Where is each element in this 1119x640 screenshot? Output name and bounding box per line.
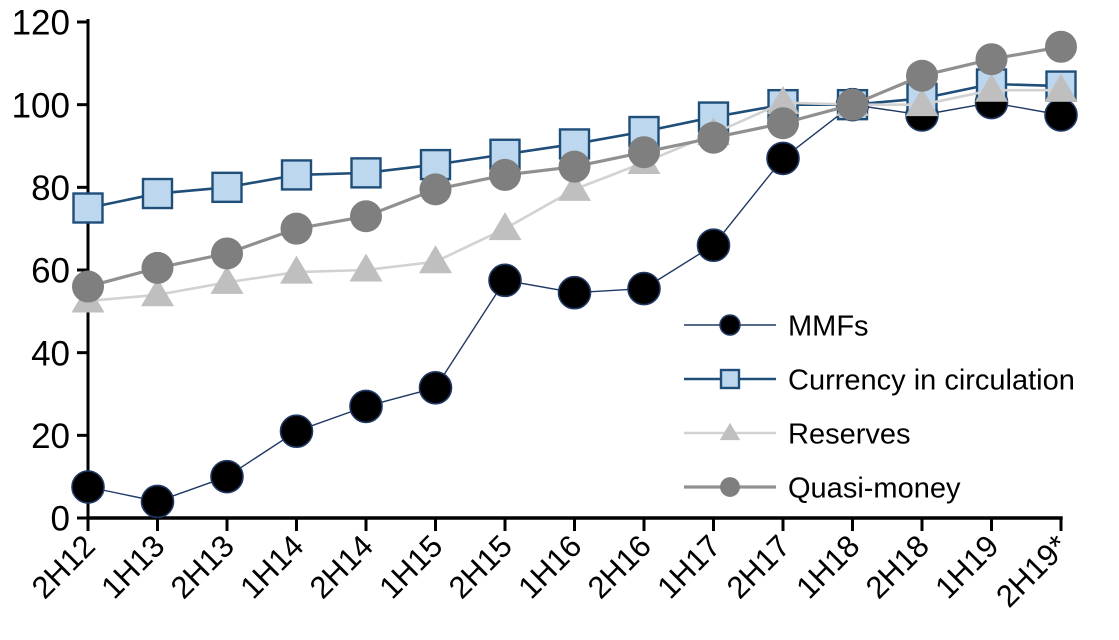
x-axis: 2H121H132H131H142H141H152H151H162H161H17… xyxy=(25,516,1075,614)
marker-reserves-point xyxy=(766,86,800,115)
marker-quasi-money-point xyxy=(211,237,243,270)
y-axis-tick-label: 0 xyxy=(51,500,70,539)
marker-currency-in-circulation-legend xyxy=(719,368,741,390)
x-axis-tick-label: 1H17 xyxy=(650,528,727,605)
x-axis-tick-label: 2H14 xyxy=(303,528,380,605)
x-axis-tick-label: 2H18 xyxy=(859,528,936,605)
legend-label-currency-in-circulation: Currency in circulation xyxy=(788,364,1075,396)
x-axis-tick-label: 2H13 xyxy=(164,528,241,605)
marker-reserves-point xyxy=(349,253,383,282)
legend-item-mmfs: MMFs xyxy=(684,310,869,342)
marker-reserves-point xyxy=(1044,73,1078,102)
marker-mmfs-point xyxy=(696,228,731,262)
marker-quasi-money-point xyxy=(975,43,1008,76)
marker-mmfs-point xyxy=(71,470,105,504)
x-axis-tick-label: 2H15 xyxy=(442,528,519,605)
marker-mmfs-point xyxy=(557,275,592,310)
series-reserves xyxy=(71,73,1078,313)
marker-mmfs-point xyxy=(140,484,175,519)
marker-quasi-money-point xyxy=(419,173,452,206)
marker-currency-in-circulation-point xyxy=(280,159,313,191)
marker-mmfs-point xyxy=(418,370,453,405)
marker-reserves-point xyxy=(419,245,452,274)
x-axis-tick-label: 1H15 xyxy=(372,528,449,605)
x-axis-tick-label: 2H16 xyxy=(581,528,658,605)
marker-currency-in-circulation-point xyxy=(141,177,174,210)
marker-reserves-point xyxy=(488,212,522,241)
y-axis-tick-label: 100 xyxy=(12,86,70,125)
x-axis-tick-label: 1H13 xyxy=(94,528,171,605)
series-quasi-money xyxy=(72,30,1077,303)
marker-mmfs-point xyxy=(279,414,314,449)
marker-quasi-money-point xyxy=(280,212,313,245)
x-axis-tick-label: 1H14 xyxy=(233,528,310,605)
marker-quasi-money-point xyxy=(697,121,730,154)
marker-mmfs-point xyxy=(766,141,800,176)
y-axis: 0 20 40 60 80 100 120 xyxy=(12,4,90,539)
marker-reserves-point xyxy=(905,88,939,117)
x-axis-tick-label: 1H16 xyxy=(511,528,588,605)
marker-quasi-money-point xyxy=(72,270,104,303)
marker-quasi-money-point xyxy=(906,59,938,92)
marker-quasi-money-point xyxy=(558,150,591,183)
y-axis-tick-label: 80 xyxy=(31,169,70,208)
legend-label-quasi-money: Quasi-money xyxy=(788,472,961,504)
legend: MMFs Currency in circulation Reserves Quasi… xyxy=(684,310,1075,504)
marker-mmfs-point xyxy=(627,271,661,306)
marker-reserves-point xyxy=(141,278,174,307)
y-axis-tick-label: 20 xyxy=(31,417,70,456)
marker-quasi-money-legend xyxy=(720,477,740,497)
x-axis-tick-label: 2H17 xyxy=(720,528,797,605)
series-group xyxy=(71,30,1078,519)
marker-mmfs-legend xyxy=(719,314,741,336)
marker-quasi-money-point xyxy=(141,251,174,284)
marker-quasi-money-point xyxy=(628,136,660,169)
marker-reserves-point xyxy=(558,172,591,201)
marker-reserves-point xyxy=(975,73,1008,102)
marker-currency-in-circulation-point xyxy=(211,171,243,204)
marker-quasi-money-point xyxy=(836,88,869,121)
marker-reserves-legend xyxy=(719,422,741,441)
legend-item-quasi-money: Quasi-money xyxy=(684,472,961,504)
y-axis-tick-label: 120 xyxy=(12,4,70,43)
marker-mmfs-point xyxy=(1044,98,1078,132)
marker-reserves-point xyxy=(210,265,244,294)
marker-mmfs-point xyxy=(349,389,383,424)
y-axis-tick-label: 60 xyxy=(31,252,70,291)
marker-mmfs-point xyxy=(210,459,244,494)
marker-quasi-money-point xyxy=(767,107,799,140)
marker-mmfs-point xyxy=(488,263,522,298)
legend-label-mmfs: MMFs xyxy=(788,310,869,342)
marker-quasi-money-point xyxy=(489,158,521,191)
legend-item-reserves: Reserves xyxy=(684,418,911,450)
marker-currency-in-circulation-point xyxy=(72,192,104,224)
marker-reserves-point xyxy=(280,255,313,284)
marker-currency-in-circulation-point xyxy=(350,157,382,189)
series-mmfs xyxy=(71,85,1078,519)
legend-label-reserves: Reserves xyxy=(788,418,911,450)
marker-quasi-money-point xyxy=(1045,30,1077,63)
y-axis-tick-label: 40 xyxy=(31,334,70,373)
legend-item-currency-in-circulation: Currency in circulation xyxy=(684,364,1075,396)
x-axis-tick-label: 2H19* xyxy=(989,528,1075,614)
x-axis-tick-label: 2H12 xyxy=(25,528,102,605)
x-axis-tick-label: 1H18 xyxy=(789,528,866,605)
marker-quasi-money-point xyxy=(350,200,382,233)
